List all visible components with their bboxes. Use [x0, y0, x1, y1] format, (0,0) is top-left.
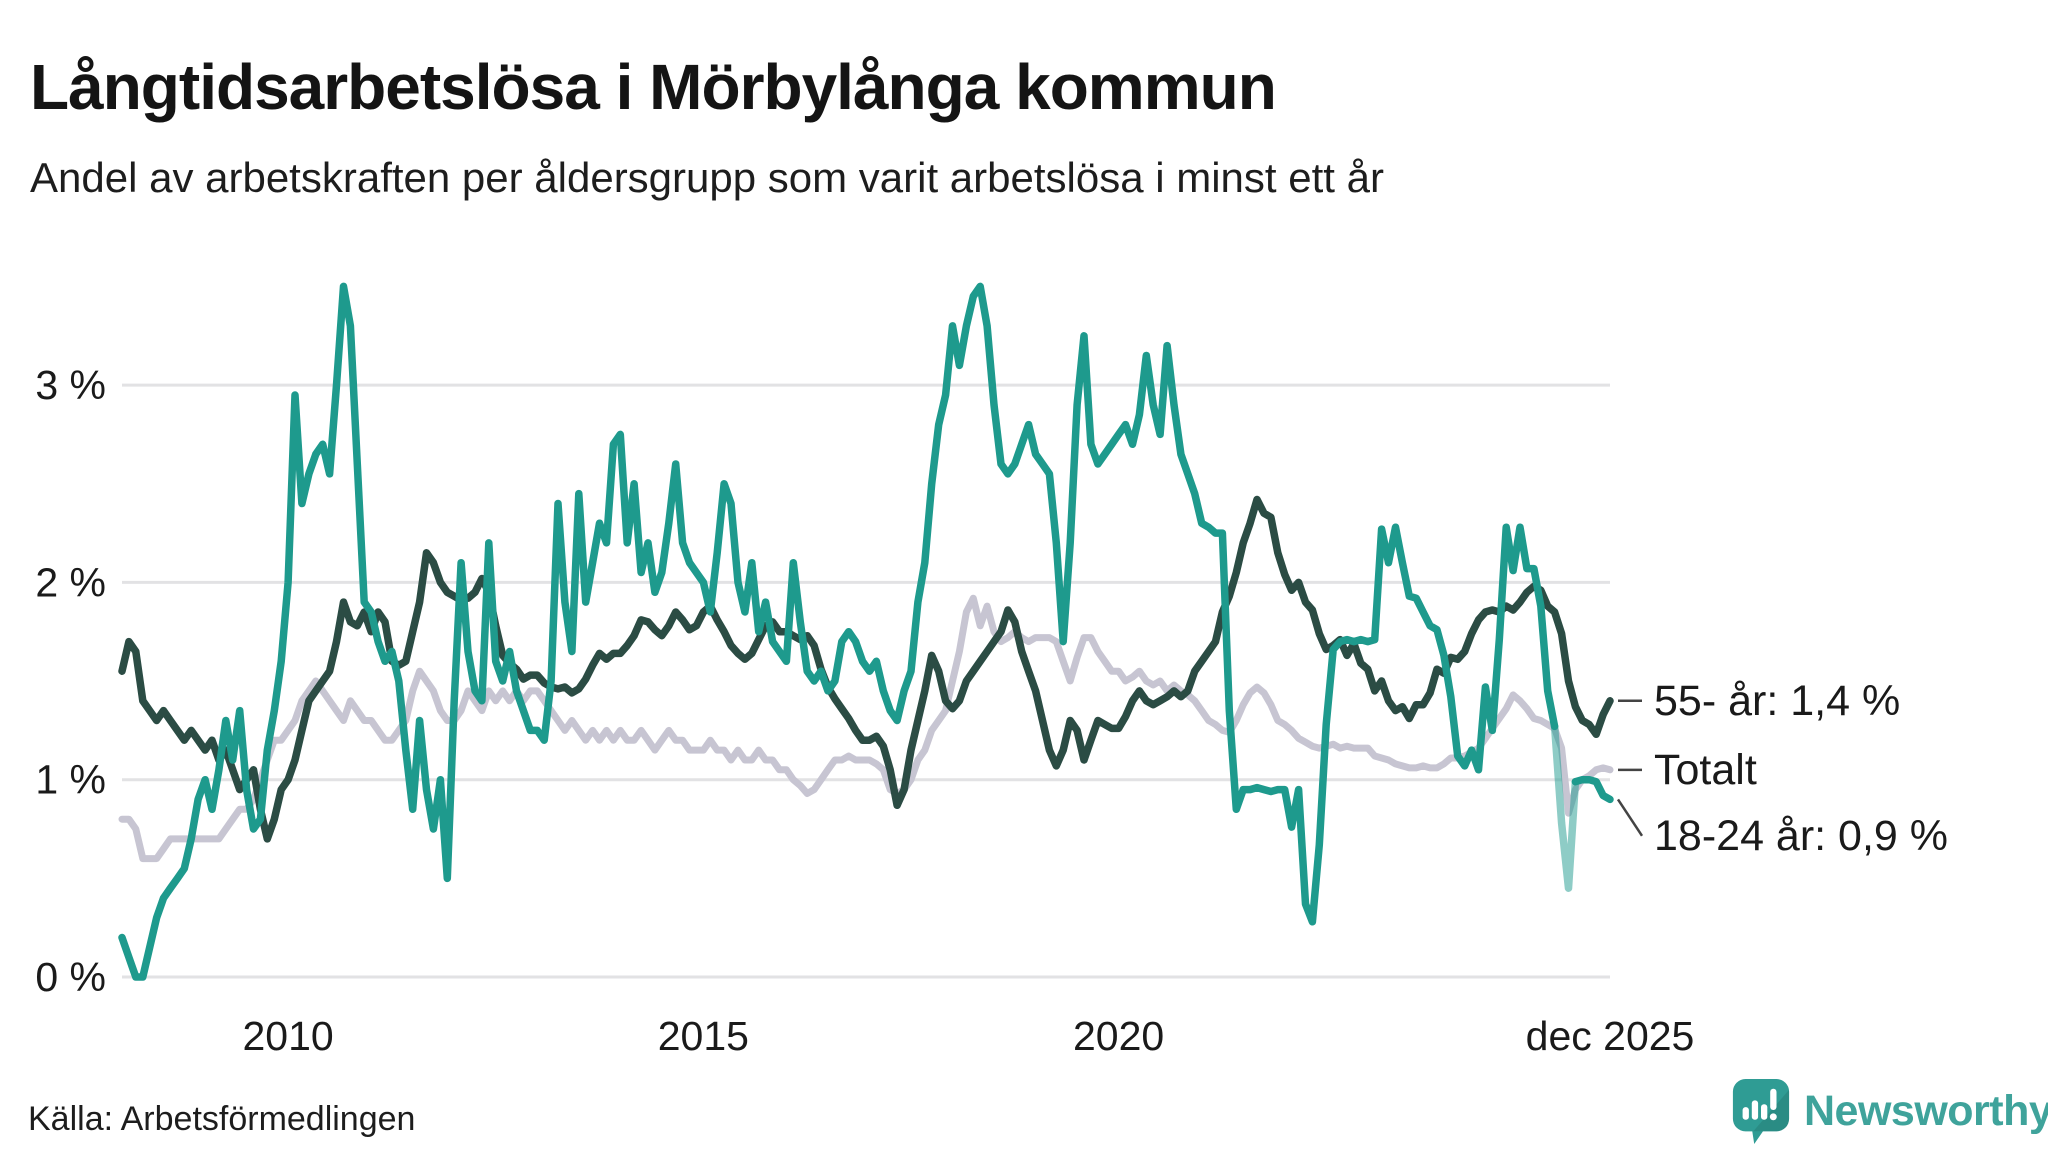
exclamation-dot: [1769, 1113, 1777, 1121]
y-tick-label: 0 %: [35, 954, 106, 1000]
chart-title: Långtidsarbetslösa i Mörbylånga kommun: [30, 50, 1277, 123]
chart-subtitle: Andel av arbetskraften per åldersgrupp s…: [30, 154, 1384, 201]
y-axis-labels: 0 % 1 % 2 % 3 %: [35, 362, 106, 1000]
series-totalt: [118, 594, 1614, 863]
bar-chart-bar-2: [1751, 1100, 1759, 1120]
series-end-label: 18-24 år: 0,9 %: [1654, 812, 1948, 860]
end-labels: 55- år: 1,4 % Totalt 18-24 år: 0,9 %: [1616, 677, 1948, 860]
bar-chart-bar-3: [1761, 1104, 1768, 1120]
bar-chart-bar-1: [1742, 1107, 1749, 1120]
y-tick-label: 1 %: [35, 757, 106, 803]
series-55--r: [118, 495, 1614, 843]
x-tick-label: 2010: [242, 1013, 333, 1059]
brand-name: Newsworthy: [1804, 1086, 2048, 1135]
newsworthy-bubble-icon: [1732, 1079, 1790, 1144]
series-end-label: 55- år: 1,4 %: [1654, 677, 1900, 725]
newsworthy-logo: Newsworthy: [1730, 1079, 2048, 1144]
series-end-label: Totalt: [1654, 746, 1757, 794]
x-tick-label: dec 2025: [1526, 1013, 1695, 1059]
gridlines: [122, 383, 1610, 979]
series-18-24-r: [118, 282, 1614, 981]
source-note: Källa: Arbetsförmedlingen: [28, 1100, 416, 1138]
x-tick-label: 2015: [658, 1013, 749, 1059]
exclamation-bar: [1770, 1088, 1777, 1111]
y-tick-label: 2 %: [35, 559, 106, 605]
x-tick-label: 2020: [1073, 1013, 1164, 1059]
y-tick-label: 3 %: [35, 362, 106, 408]
x-axis-labels: 2010 2015 2020 dec 2025: [242, 1013, 1694, 1059]
